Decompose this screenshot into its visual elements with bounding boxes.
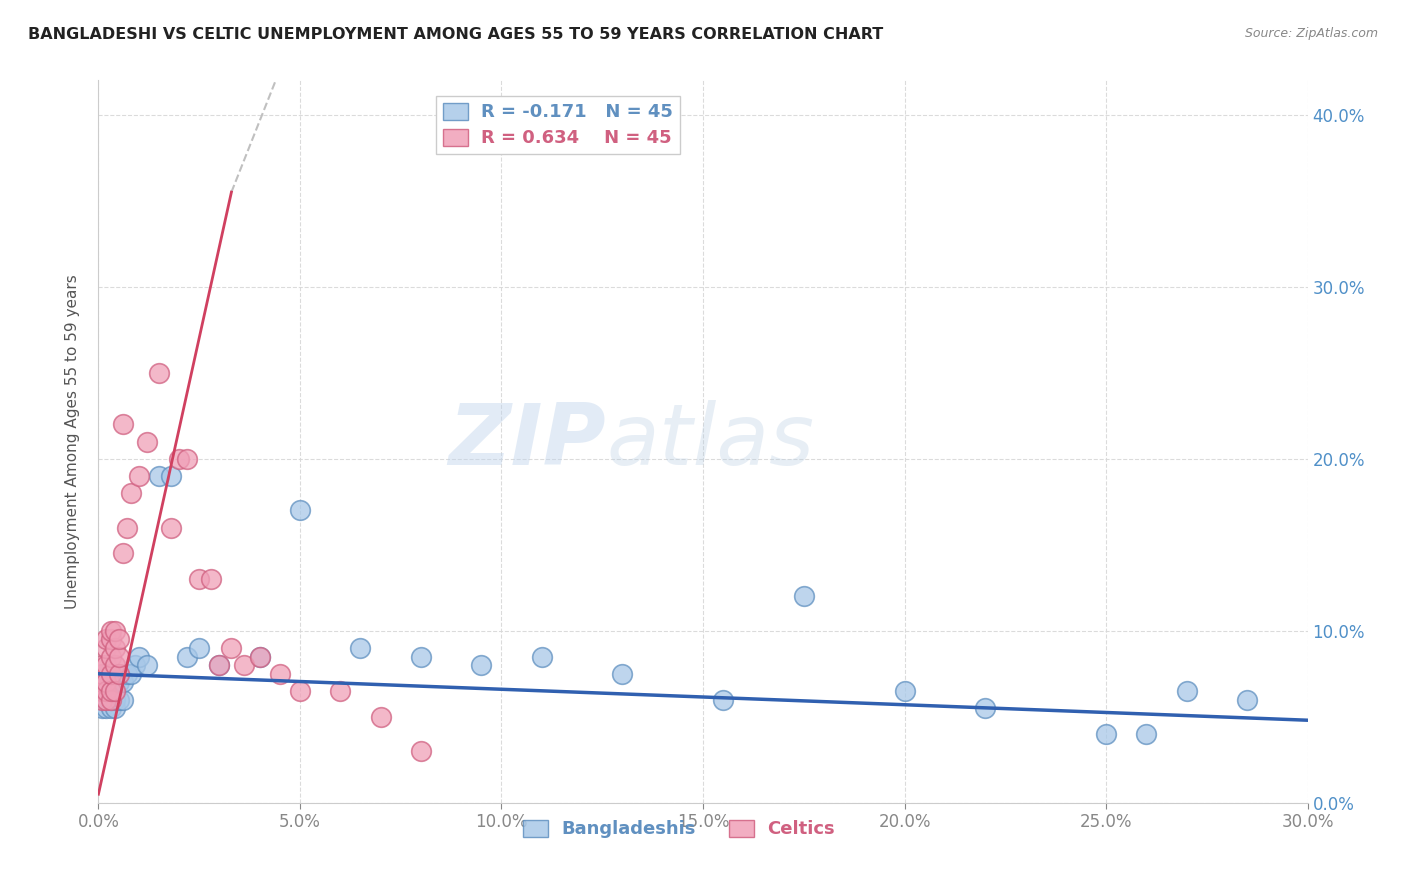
Point: [100, 701, 122, 715]
Point: [96, 692, 118, 706]
Point: [100, 624, 122, 638]
Point: [111, 692, 134, 706]
Point: [188, 572, 211, 586]
Point: [107, 649, 129, 664]
Point: [200, 572, 222, 586]
Point: [349, 640, 371, 655]
Point: [96, 692, 118, 706]
Point: [96, 701, 118, 715]
Point: [148, 366, 170, 380]
Text: BANGLADESHI VS CELTIC UNEMPLOYMENT AMONG AGES 55 TO 59 YEARS CORRELATION CHART: BANGLADESHI VS CELTIC UNEMPLOYMENT AMONG…: [28, 27, 883, 42]
Point: [1236, 692, 1258, 706]
Point: [107, 632, 129, 647]
Point: [103, 658, 125, 673]
Point: [288, 503, 311, 517]
Point: [612, 666, 634, 681]
Point: [91, 675, 114, 690]
Point: [103, 675, 125, 690]
Point: [115, 666, 138, 681]
Point: [409, 649, 432, 664]
Point: [530, 649, 553, 664]
Text: atlas: atlas: [606, 400, 814, 483]
Point: [128, 469, 150, 483]
Point: [103, 684, 125, 698]
Point: [91, 658, 114, 673]
Point: [269, 666, 291, 681]
Point: [793, 590, 815, 604]
Point: [91, 675, 114, 690]
Point: [91, 684, 114, 698]
Point: [96, 675, 118, 690]
Point: [1175, 684, 1198, 698]
Point: [111, 417, 134, 432]
Point: [120, 666, 142, 681]
Point: [111, 546, 134, 560]
Point: [115, 520, 138, 534]
Point: [103, 692, 125, 706]
Point: [160, 469, 183, 483]
Point: [135, 658, 157, 673]
Point: [221, 640, 243, 655]
Point: [409, 744, 432, 758]
Point: [91, 684, 114, 698]
Point: [208, 658, 231, 673]
Point: [135, 434, 157, 449]
Point: [249, 649, 271, 664]
Point: [1135, 727, 1157, 741]
Point: [176, 649, 198, 664]
Point: [100, 684, 122, 698]
Point: [249, 649, 271, 664]
Point: [91, 692, 114, 706]
Point: [100, 632, 122, 647]
Point: [91, 692, 114, 706]
Point: [100, 666, 122, 681]
Point: [167, 451, 190, 466]
Point: [100, 692, 122, 706]
Point: [329, 684, 352, 698]
Point: [124, 658, 146, 673]
Point: [188, 640, 211, 655]
Point: [120, 486, 142, 500]
Legend: Bangladeshis, Celtics: Bangladeshis, Celtics: [516, 814, 841, 845]
Point: [96, 632, 118, 647]
Point: [288, 684, 311, 698]
Point: [208, 658, 231, 673]
Point: [100, 649, 122, 664]
Point: [96, 684, 118, 698]
Point: [96, 684, 118, 698]
Point: [100, 692, 122, 706]
Point: [893, 684, 915, 698]
Text: ZIP: ZIP: [449, 400, 606, 483]
Point: [91, 666, 114, 681]
Point: [232, 658, 254, 673]
Point: [103, 640, 125, 655]
Point: [148, 469, 170, 483]
Point: [974, 701, 997, 715]
Point: [107, 666, 129, 681]
Point: [370, 710, 392, 724]
Point: [1095, 727, 1118, 741]
Point: [96, 675, 118, 690]
Point: [96, 666, 118, 681]
Point: [176, 451, 198, 466]
Point: [103, 624, 125, 638]
Point: [128, 649, 150, 664]
Point: [711, 692, 734, 706]
Point: [470, 658, 492, 673]
Point: [111, 675, 134, 690]
Point: [96, 658, 118, 673]
Point: [107, 675, 129, 690]
Point: [160, 520, 183, 534]
Y-axis label: Unemployment Among Ages 55 to 59 years: Unemployment Among Ages 55 to 59 years: [65, 274, 80, 609]
Text: Source: ZipAtlas.com: Source: ZipAtlas.com: [1244, 27, 1378, 40]
Point: [91, 701, 114, 715]
Point: [100, 684, 122, 698]
Point: [100, 666, 122, 681]
Point: [103, 701, 125, 715]
Point: [107, 692, 129, 706]
Point: [96, 640, 118, 655]
